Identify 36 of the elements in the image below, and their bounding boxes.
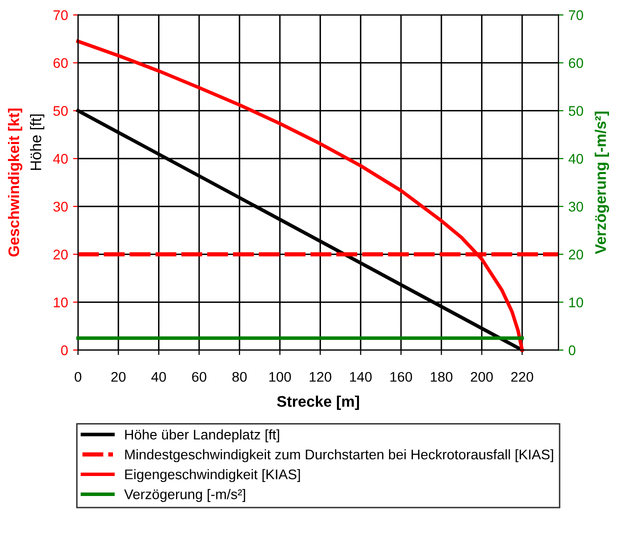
y-tick-label: 10 [54,298,68,308]
y2-tick-label: 20 [568,250,584,260]
x-tick-label: 120 [310,372,332,382]
y-tick-label: 30 [53,202,68,212]
x-axis-title: Strecke [m] [277,396,359,410]
y-tick-label: 60 [54,58,68,68]
y-axis-title: Geschwindigkeit [kt] [8,108,22,257]
y2-tick-label: 60 [568,58,584,68]
y-tick-label: 70 [54,10,68,20]
y2-tick-label: 10 [569,298,584,308]
x-tick-label: 20 [111,372,126,382]
legend-label: Eigengeschwindigkeit [KIAS] [125,469,300,482]
y2-tick-label: 50 [568,106,584,116]
x-tick-label: 40 [151,372,166,382]
x-tick-label: 140 [350,372,372,382]
y-tick-label: 20 [54,250,68,260]
legend-label: Verzögerung [-m/s²] [124,489,246,502]
x-tick-label: 60 [192,372,206,382]
y-tick-label: 50 [53,106,68,116]
x-tick-label: 80 [232,372,247,382]
y2-tick-label: 0 [568,345,576,356]
y2-tick-label: 30 [568,202,584,212]
y2-axis-title: Verzögerung [-m/s²] [594,112,610,254]
text: Höhe [ft] [30,114,44,170]
y-tick-label: 40 [53,154,68,164]
legend-label: Höhe über Landeplatz [ft] [125,429,280,442]
y2-tick-label: 70 [568,10,584,20]
x-tick-label: 200 [470,372,493,382]
y2-tick-label: 40 [568,154,584,164]
x-tick-label: 100 [269,372,291,382]
x-tick-label: 180 [430,372,452,382]
y-tick-label: 0 [61,345,68,356]
x-tick-label: 220 [511,372,534,382]
x-tick-label: 0 [74,372,82,382]
x-tick-label: 160 [390,372,412,382]
legend-label: Mindestgeschwindigkeit zum Durchstarten bei Heckrotorausfall [KIAS] [125,449,554,462]
